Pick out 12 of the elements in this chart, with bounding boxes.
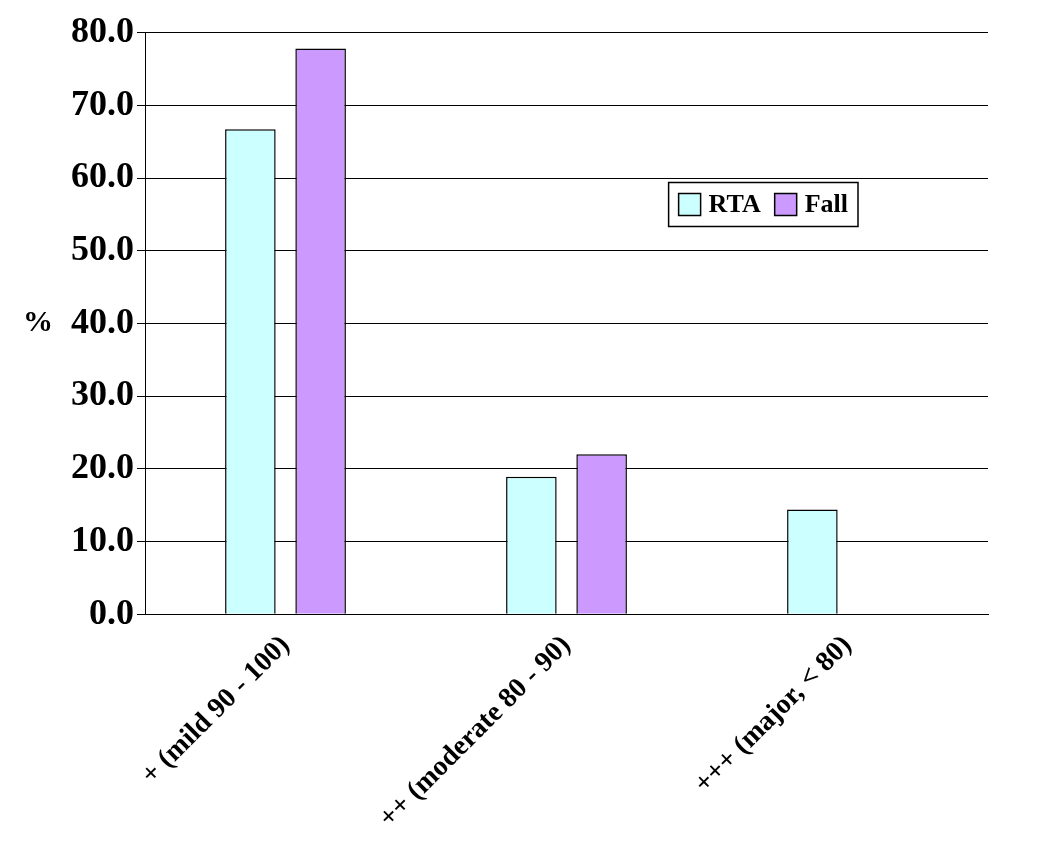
legend-label: Fall bbox=[804, 189, 849, 219]
y-tick-label: 0.0 bbox=[89, 591, 134, 632]
y-tick-label: 10.0 bbox=[71, 518, 134, 559]
legend-label: RTA bbox=[708, 189, 761, 219]
y-tick-label: 50.0 bbox=[71, 228, 134, 269]
y-tick-label: 70.0 bbox=[71, 82, 134, 123]
y-tick-label: 80.0 bbox=[71, 9, 134, 50]
y-tick-label: 60.0 bbox=[71, 155, 134, 196]
y-axis-title: % bbox=[23, 304, 53, 338]
y-tick-label: 40.0 bbox=[71, 300, 134, 341]
y-tick-label: 20.0 bbox=[71, 446, 134, 487]
y-tick-label: 30.0 bbox=[71, 373, 134, 414]
